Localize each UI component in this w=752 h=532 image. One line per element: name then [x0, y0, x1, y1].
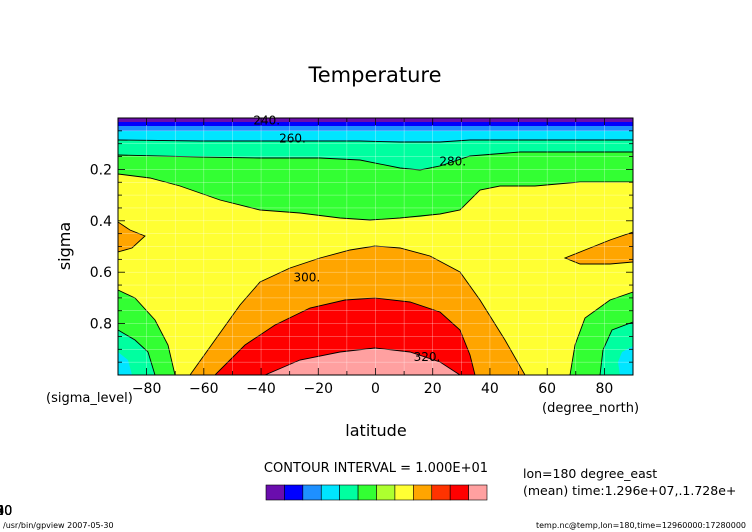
colorbar-swatch	[449, 484, 469, 501]
y-tick-label: 0.8	[90, 317, 112, 333]
contour-line-280	[118, 151, 633, 171]
band-pink-center	[265, 348, 460, 375]
contour-label: 240.	[253, 114, 280, 128]
x-tick-label: −60	[189, 381, 219, 397]
colorbar-swatch	[394, 484, 414, 501]
colorbar-swatch	[320, 484, 340, 501]
band-orange-right	[565, 232, 633, 264]
contour-line-left-lower2	[118, 329, 156, 375]
contour-label: 280.	[439, 155, 466, 169]
x-tick-label: 20	[424, 381, 442, 397]
footer-left: /usr/bin/gpview 2007-05-30	[3, 521, 114, 530]
band-cyan-left-lower	[118, 352, 132, 375]
colorbar-swatch	[413, 484, 433, 501]
colorbar-swatch	[302, 484, 322, 501]
colorbar-swatch	[376, 484, 396, 501]
x-tick-label: 40	[481, 381, 499, 397]
x-axis-name: (sigma_level)	[46, 391, 133, 406]
x-axis-label: latitude	[345, 421, 406, 440]
colorbar-swatch	[357, 484, 377, 501]
grid-layer	[117, 118, 634, 375]
x-tick-label: 80	[595, 381, 613, 397]
contour-label: 320.	[414, 350, 441, 364]
colorbar-swatch	[468, 484, 488, 501]
x-axis-units: (degree_north)	[542, 401, 639, 416]
contour-line-right-lower	[569, 291, 633, 375]
chart-title: Temperature	[307, 63, 441, 87]
contour-line-260	[118, 139, 633, 143]
colorbar-tick-label: 240	[0, 504, 12, 519]
colorbar-tick-label: 280	[0, 504, 12, 519]
footer-right: temp.nc@temp,lon=180,time=12960000:17280…	[536, 521, 746, 530]
y-axis: 0.2 0.4 0.6 0.8	[90, 130, 633, 363]
y-tick-label: 0.6	[90, 265, 112, 281]
contour-label: 300.	[293, 270, 320, 284]
contour-line-left-lower	[118, 289, 176, 375]
colorbar: 240260280300320	[0, 484, 488, 519]
info-line-1: lon=180 degree_east	[523, 466, 657, 481]
x-axis: −80 −60 −40 −20 0 20 40 60 80	[117, 118, 634, 397]
x-tick-label: 60	[538, 381, 556, 397]
colorbar-tick-label: 260	[0, 504, 12, 519]
band-orange-left	[118, 222, 145, 252]
contour-interval-text: CONTOUR INTERVAL = 1.000E+01	[264, 461, 488, 476]
colorbar-swatch	[265, 484, 285, 501]
x-tick-label: −20	[304, 381, 334, 397]
contour-line-right-lower2	[599, 321, 633, 375]
contour-label: 260.	[279, 132, 306, 146]
colorbar-tick-label: 320	[0, 504, 12, 519]
y-tick-label: 0.2	[90, 162, 112, 178]
colorbar-tick-label: 300	[0, 504, 12, 519]
x-tick-label: −40	[246, 381, 276, 397]
contour-label-layer: 240. 260. 280. 300. 320.	[253, 114, 466, 364]
band-cyan-right-lower	[618, 346, 633, 375]
colorbar-swatch	[431, 484, 451, 501]
contour-line-right-orange	[563, 231, 633, 265]
contour-line-290	[118, 173, 633, 221]
y-axis-label: sigma	[55, 222, 74, 270]
y-tick-label: 0.4	[90, 214, 112, 230]
contour-lines	[118, 139, 633, 375]
x-tick-label: 0	[371, 381, 380, 397]
contour-line-300	[189, 245, 526, 375]
contour-line-left-orange	[118, 221, 146, 253]
info-line-2: (mean) time:1.296e+07,.1.728e+	[523, 483, 736, 498]
colorbar-swatch	[284, 484, 304, 501]
x-tick-label: −80	[132, 381, 162, 397]
colorbar-swatch	[339, 484, 359, 501]
